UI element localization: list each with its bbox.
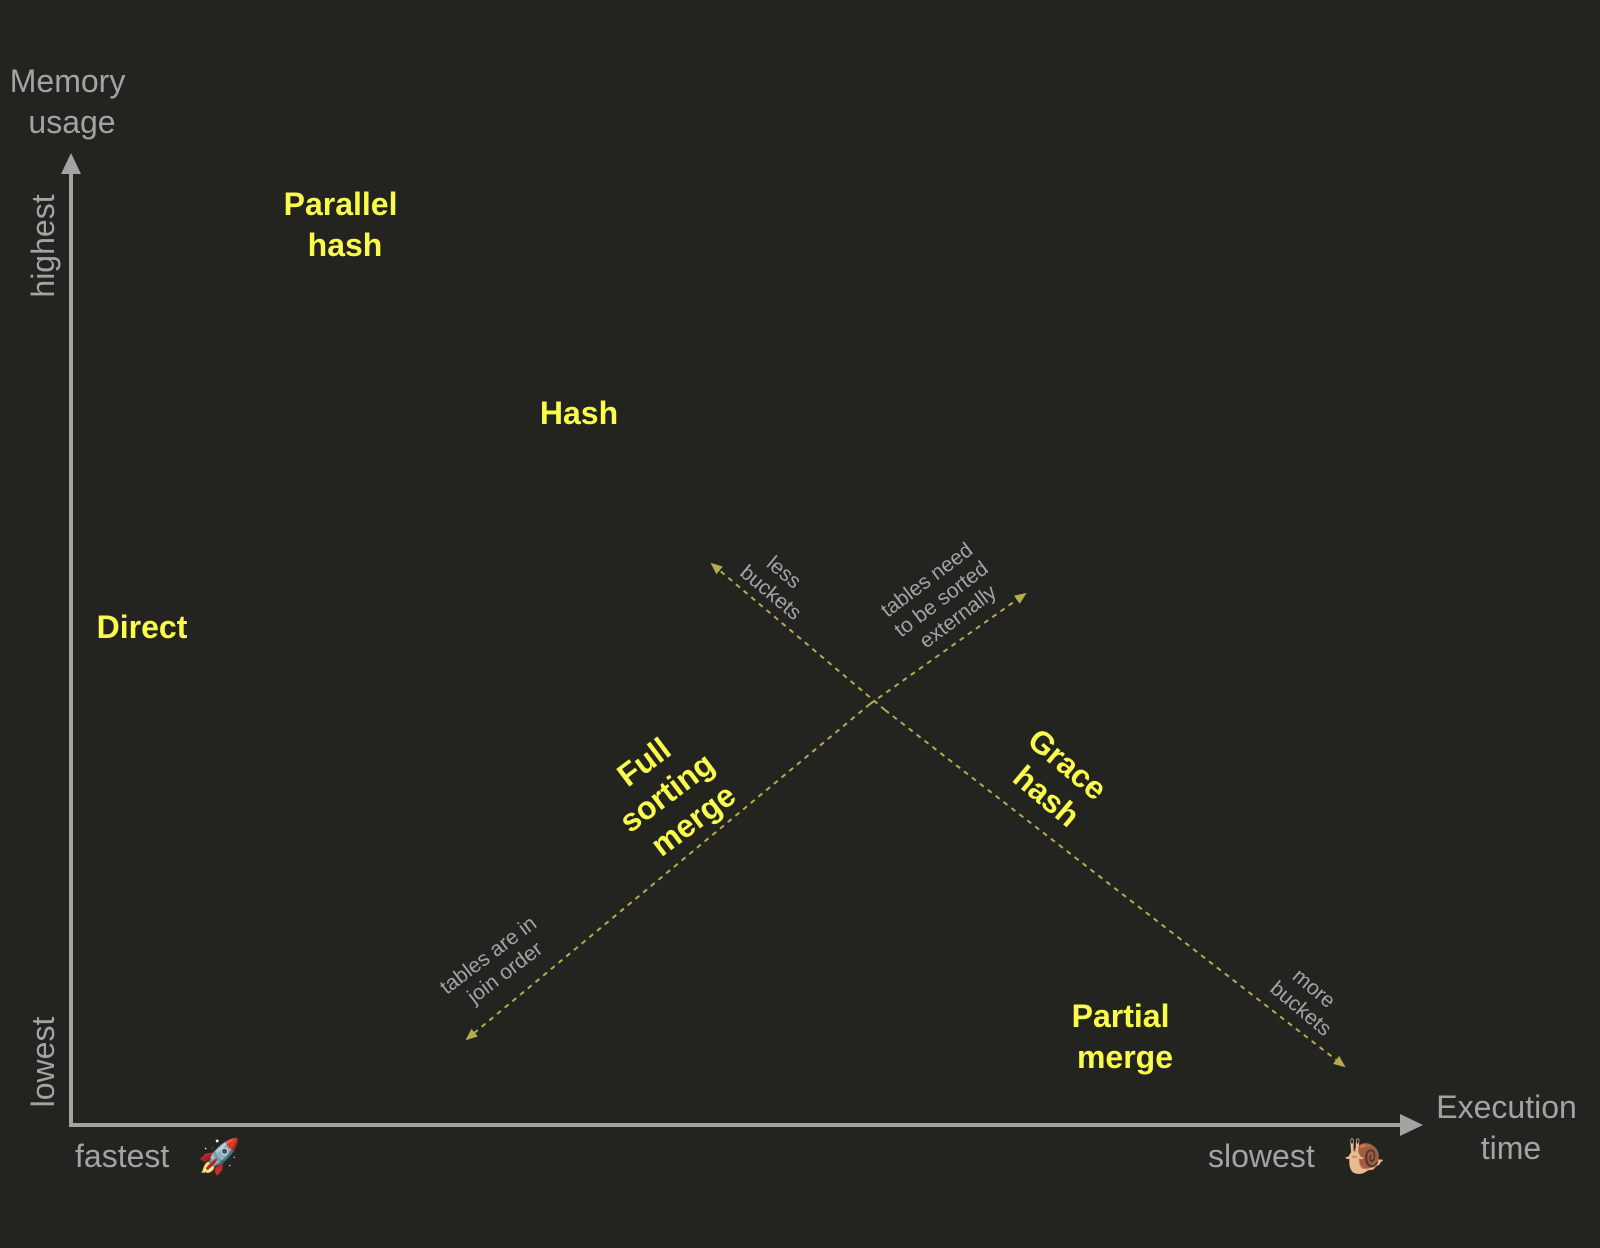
sort-trend-arrow-lower — [465, 703, 871, 1041]
note-less-buckets: less buckets — [735, 542, 821, 625]
rocket-icon: 🚀 — [198, 1137, 240, 1177]
x-axis-fastest-label: fastest — [75, 1138, 169, 1174]
y-axis-title: Memory usage — [10, 63, 134, 140]
label-grace-hash: Grace hash — [997, 721, 1121, 842]
note-sorted-externally: tables need to be sorted externally — [876, 534, 1012, 661]
label-parallel-hash: Parallel hash — [284, 186, 407, 263]
y-axis-lowest-label: lowest — [25, 1017, 61, 1108]
buckets-trend-arrow — [710, 562, 886, 711]
y-axis-arrowhead — [61, 153, 81, 174]
x-axis-slowest-label: slowest — [1208, 1138, 1315, 1174]
snail-icon: 🐌 — [1343, 1137, 1385, 1177]
label-hash: Hash — [540, 395, 618, 431]
label-full-sorting-merge: Full sorting merge — [590, 710, 751, 870]
y-axis-highest-label: highest — [25, 194, 61, 297]
sort-trend-arrow — [869, 592, 1027, 705]
note-more-buckets: more buckets — [1265, 958, 1351, 1041]
x-axis-arrowhead — [1400, 1114, 1423, 1136]
buckets-trend-arrow-lower — [884, 709, 1346, 1068]
note-join-order: tables are in join order — [436, 908, 560, 1018]
label-partial-merge: Partial merge — [1072, 998, 1179, 1075]
label-direct: Direct — [97, 609, 188, 645]
x-axis-title: Execution time — [1436, 1089, 1585, 1166]
